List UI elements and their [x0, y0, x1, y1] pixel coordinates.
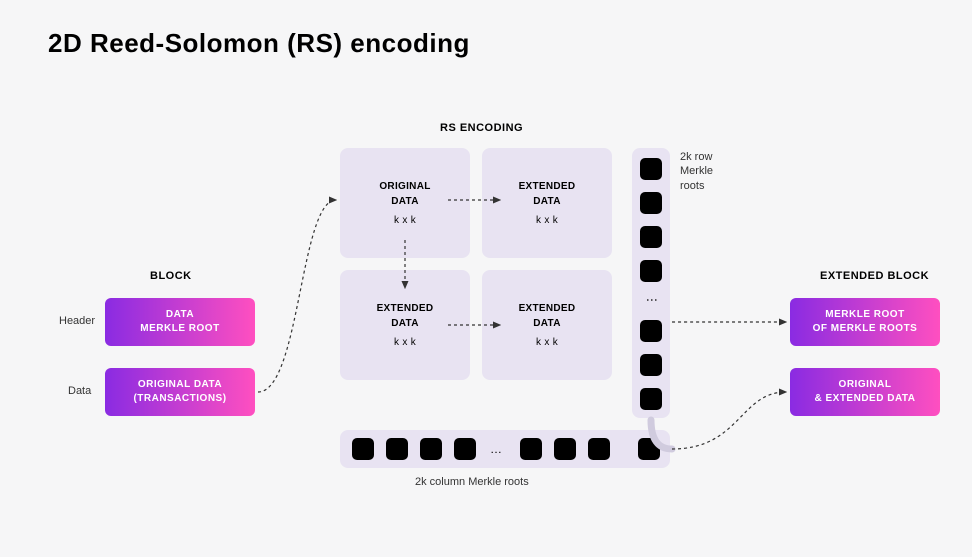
col-roots-dots: … [490, 442, 504, 456]
block-data-text: ORIGINAL DATA (TRANSACTIONS) [133, 378, 226, 406]
row-root-sq [640, 320, 662, 342]
header-label: Header [59, 315, 95, 327]
extended-box-1-text: MERKLE ROOT OF MERKLE ROOTS [813, 308, 918, 336]
page-title: 2D Reed-Solomon (RS) encoding [48, 28, 470, 59]
rs-cell-tl-sub: k x k [394, 213, 416, 228]
col-root-sq [420, 438, 442, 460]
col-root-sq [520, 438, 542, 460]
data-label: Data [68, 385, 91, 397]
col-root-sq [454, 438, 476, 460]
row-root-sq [640, 354, 662, 376]
row-roots-label: 2k row Merkle roots [680, 150, 713, 193]
rs-cell-tl: ORIGINAL DATA k x k [340, 148, 470, 258]
col-root-sq [352, 438, 374, 460]
row-roots-column [632, 148, 670, 418]
row-root-sq [640, 226, 662, 248]
rs-label: RS ENCODING [440, 122, 523, 134]
col-roots-label: 2k column Merkle roots [415, 476, 529, 488]
extended-box-1: MERKLE ROOT OF MERKLE ROOTS [790, 298, 940, 346]
rs-cell-br-sub: k x k [536, 335, 558, 350]
extended-block-label: EXTENDED BLOCK [820, 270, 929, 282]
rs-cell-tr-sub: k x k [536, 213, 558, 228]
rs-cell-bl-sub: k x k [394, 335, 416, 350]
block-header-box: DATA MERKLE ROOT [105, 298, 255, 346]
extended-box-2-text: ORIGINAL & EXTENDED DATA [814, 378, 915, 406]
rs-cell-bl-title: EXTENDED DATA [377, 301, 434, 331]
rs-cell-br: EXTENDED DATA k x k [482, 270, 612, 380]
row-root-sq [640, 260, 662, 282]
rs-cell-tr-title: EXTENDED DATA [519, 179, 576, 209]
col-root-sq [386, 438, 408, 460]
block-header-text: DATA MERKLE ROOT [140, 308, 219, 336]
row-roots-dots: ⋮ [645, 294, 659, 308]
col-root-sq [554, 438, 576, 460]
extended-box-2: ORIGINAL & EXTENDED DATA [790, 368, 940, 416]
block-label: BLOCK [150, 270, 192, 282]
col-root-sq [588, 438, 610, 460]
row-root-sq [640, 158, 662, 180]
rs-cell-tr: EXTENDED DATA k x k [482, 148, 612, 258]
row-root-sq [640, 388, 662, 410]
rs-cell-br-title: EXTENDED DATA [519, 301, 576, 331]
rs-cell-bl: EXTENDED DATA k x k [340, 270, 470, 380]
col-root-sq [638, 438, 660, 460]
rs-cell-tl-title: ORIGINAL DATA [379, 179, 430, 209]
row-root-sq [640, 192, 662, 214]
block-data-box: ORIGINAL DATA (TRANSACTIONS) [105, 368, 255, 416]
